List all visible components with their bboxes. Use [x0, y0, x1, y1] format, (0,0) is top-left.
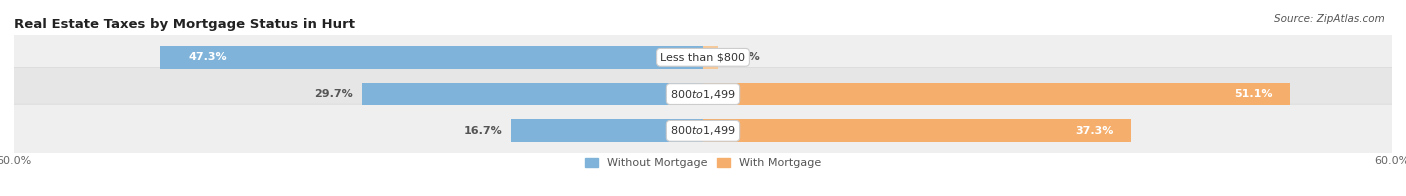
Bar: [703, 119, 1132, 142]
Bar: [160, 46, 703, 69]
Bar: [703, 83, 1289, 105]
Text: 29.7%: 29.7%: [314, 89, 353, 99]
Bar: [703, 46, 718, 69]
FancyBboxPatch shape: [11, 104, 1395, 157]
Text: 51.1%: 51.1%: [1234, 89, 1272, 99]
FancyBboxPatch shape: [11, 67, 1395, 121]
Text: Less than $800: Less than $800: [661, 52, 745, 62]
Text: $800 to $1,499: $800 to $1,499: [671, 124, 735, 137]
Text: Real Estate Taxes by Mortgage Status in Hurt: Real Estate Taxes by Mortgage Status in …: [14, 18, 356, 31]
Text: 1.3%: 1.3%: [730, 52, 761, 62]
Bar: [361, 83, 703, 105]
FancyBboxPatch shape: [11, 31, 1395, 84]
Text: 47.3%: 47.3%: [188, 52, 228, 62]
Text: 37.3%: 37.3%: [1076, 126, 1114, 136]
Text: Source: ZipAtlas.com: Source: ZipAtlas.com: [1274, 14, 1385, 24]
Text: 16.7%: 16.7%: [464, 126, 502, 136]
Bar: [512, 119, 703, 142]
Text: $800 to $1,499: $800 to $1,499: [671, 88, 735, 101]
Legend: Without Mortgage, With Mortgage: Without Mortgage, With Mortgage: [585, 158, 821, 169]
